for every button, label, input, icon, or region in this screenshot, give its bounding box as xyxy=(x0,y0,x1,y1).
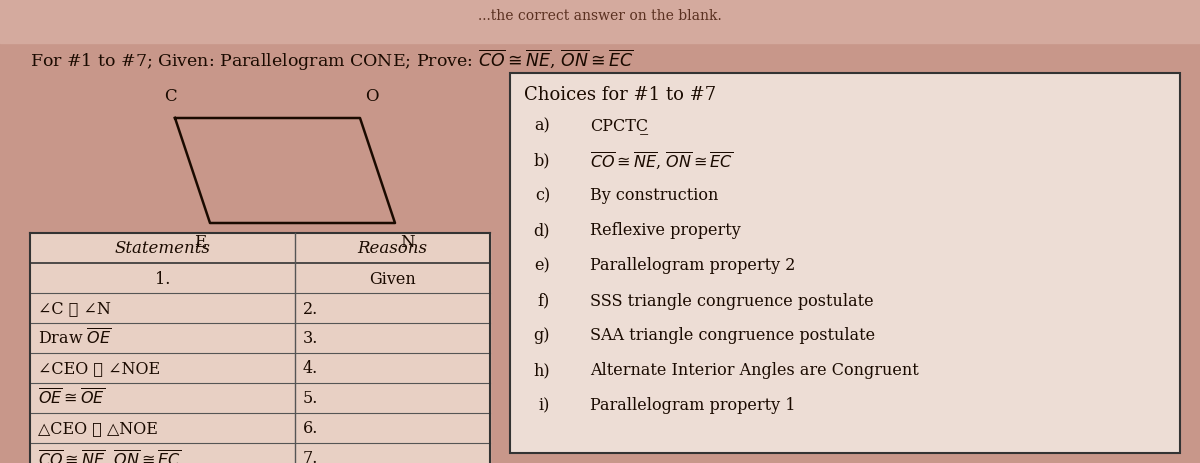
Text: For #1 to #7; Given: Parallelogram CONE; Prove: $\overline{CO} \cong \overline{N: For #1 to #7; Given: Parallelogram CONE;… xyxy=(30,48,634,73)
Bar xyxy=(0,0,1200,44)
Text: Given: Given xyxy=(370,270,416,287)
Text: Reasons: Reasons xyxy=(358,240,427,257)
Text: △CEO ≅ △NOE: △CEO ≅ △NOE xyxy=(38,419,158,437)
Text: $\overline{CO} \cong \overline{NE}$, $\overline{ON} \cong \overline{EC}$: $\overline{CO} \cong \overline{NE}$, $\o… xyxy=(590,150,733,171)
Text: ...the correct answer on the blank.: ...the correct answer on the blank. xyxy=(478,9,722,23)
Text: ∠C ≅ ∠N: ∠C ≅ ∠N xyxy=(38,300,110,317)
Text: O: O xyxy=(365,88,379,105)
Text: h): h) xyxy=(533,362,550,379)
Text: b): b) xyxy=(534,152,550,169)
Text: Parallelogram property 1: Parallelogram property 1 xyxy=(590,397,796,413)
Text: Choices for #1 to #7: Choices for #1 to #7 xyxy=(524,86,716,104)
Text: f): f) xyxy=(538,292,550,309)
Text: SSS triangle congruence postulate: SSS triangle congruence postulate xyxy=(590,292,874,309)
Text: SAA triangle congruence postulate: SAA triangle congruence postulate xyxy=(590,327,875,344)
Text: Parallelogram property 2: Parallelogram property 2 xyxy=(590,257,796,274)
Text: 3.: 3. xyxy=(302,330,318,347)
Text: N: N xyxy=(400,233,414,250)
Text: Draw $\overline{OE}$: Draw $\overline{OE}$ xyxy=(38,328,112,348)
Text: g): g) xyxy=(534,327,550,344)
Text: Statements: Statements xyxy=(114,240,210,257)
Text: Alternate Interior Angles are Congruent: Alternate Interior Angles are Congruent xyxy=(590,362,919,379)
Text: 7.: 7. xyxy=(302,450,318,463)
Text: 2.: 2. xyxy=(302,300,318,317)
Text: 4.: 4. xyxy=(302,360,318,377)
Text: 1.: 1. xyxy=(155,270,170,287)
Text: $\overline{OE} \cong \overline{OE}$: $\overline{OE} \cong \overline{OE}$ xyxy=(38,388,106,408)
Bar xyxy=(30,233,490,463)
Text: a): a) xyxy=(534,117,550,134)
Text: 5.: 5. xyxy=(302,390,318,407)
Text: ∠CEO ≅ ∠NOE: ∠CEO ≅ ∠NOE xyxy=(38,360,160,377)
Text: By construction: By construction xyxy=(590,187,719,204)
Text: CPCTC̲: CPCTC̲ xyxy=(590,117,648,134)
Text: 6.: 6. xyxy=(302,419,318,437)
Text: E: E xyxy=(194,233,206,250)
Text: C: C xyxy=(163,88,176,105)
Text: e): e) xyxy=(534,257,550,274)
Text: $\overline{CO} \cong \overline{NE}$, $\overline{ON} \cong \overline{EC}$: $\overline{CO} \cong \overline{NE}$, $\o… xyxy=(38,447,181,463)
Text: Reflexive property: Reflexive property xyxy=(590,222,740,239)
Bar xyxy=(510,74,1180,453)
Text: d): d) xyxy=(534,222,550,239)
Text: i): i) xyxy=(539,397,550,413)
Text: c): c) xyxy=(535,187,550,204)
